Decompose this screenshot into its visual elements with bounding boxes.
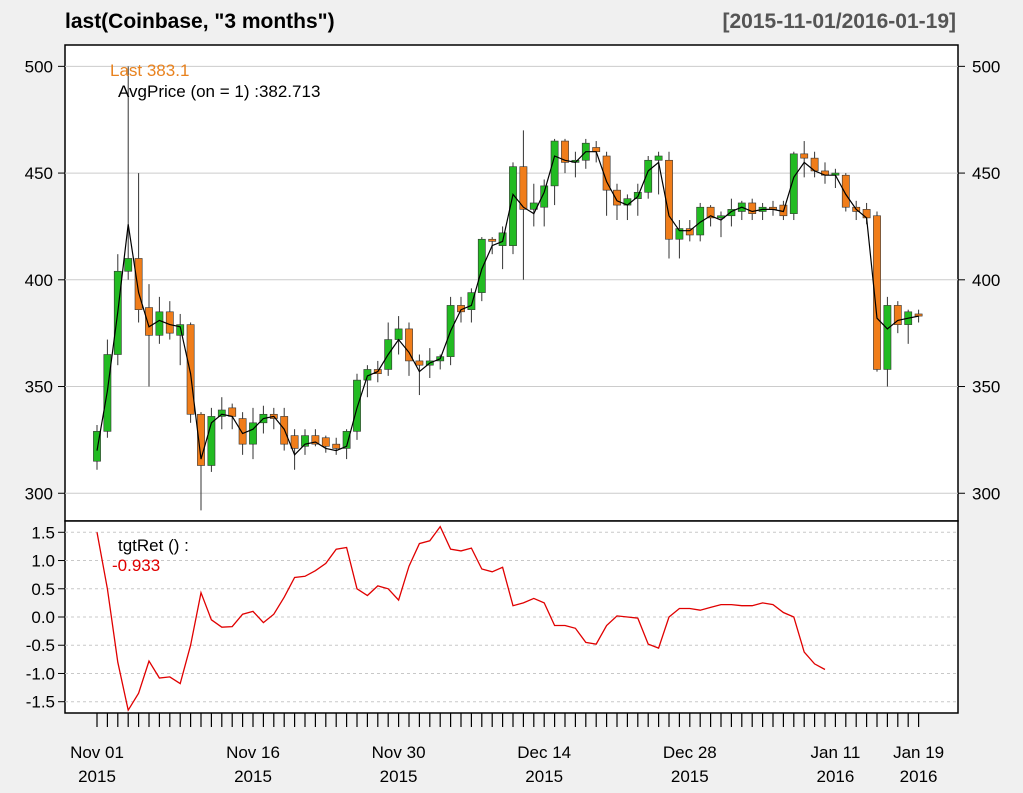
x-tick-label-year: 2015 [234,767,272,786]
candle-down [800,153,809,159]
price-grid [65,65,958,494]
price-tick-label-right: 350 [972,378,1000,397]
candle-down [332,443,341,449]
candle-down [228,407,237,417]
chart-title: last(Coinbase, "3 months") [65,10,335,33]
legend-avgprice: AvgPrice (on = 1) :382.713 [118,82,320,101]
candle-up [394,328,403,340]
candle-up [727,209,736,217]
avg-price-line [96,151,919,460]
candle-down [290,435,299,449]
candle-up [789,153,798,214]
candle-down [415,360,424,366]
candle-down [519,166,528,210]
candle-down [488,238,497,242]
candle-up [540,185,549,208]
candle-up [654,155,663,161]
candle-down [841,174,850,208]
x-tick-label-date: Dec 28 [663,743,717,762]
candle-down [405,328,413,362]
x-tick-label-date: Jan 11 [811,743,861,762]
candle-down [873,215,881,370]
candle-up [249,422,257,445]
candle-down [311,435,320,445]
candle-down [592,147,601,153]
candle-up [207,416,216,466]
candle-down [134,258,143,310]
candle-down [186,324,195,415]
candle-down [748,202,757,214]
x-tick-label-date: Nov 01 [70,743,124,762]
candle-down [321,437,330,447]
indicator-tick-label: 1.0 [31,552,55,571]
price-tick-label-left: 300 [25,484,53,503]
candle-down [706,206,715,219]
candle-down [914,313,923,317]
price-tick-label-right: 400 [972,271,1000,290]
x-tick-label-year: 2015 [78,767,116,786]
candle-up [155,311,164,336]
x-axis-ticks [96,713,920,727]
candle-up [93,431,101,462]
x-tick-label-date: Jan 19 [893,743,944,762]
x-tick-label-year: 2015 [671,767,709,786]
indicator-y-ticks: 1.5 1.0 0.5 0.0 -0.5 -1.0 -1.5 [26,523,65,712]
candle-down [893,305,902,325]
price-tick-label-left: 400 [25,271,53,290]
candle-up [467,292,476,310]
candle-down [197,413,205,466]
candle-up [301,435,309,447]
candle-up [477,238,486,293]
indicator-tick-label: -1.5 [26,693,55,712]
legend-tgtret-value: -0.933 [112,556,160,575]
candle-up [217,409,226,417]
candle-up [675,228,684,240]
indicator-tick-label: 0.0 [31,608,55,627]
candle-down [561,140,569,163]
candle-up [883,305,892,370]
x-tick-label-year: 2016 [816,767,854,786]
date-range: [2015-11-01/2016-01-19] [722,10,956,33]
candle-down [145,307,153,336]
indicator-grid [65,531,958,703]
indicator-tick-label: -1.0 [26,664,55,683]
x-tick-label-date: Dec 14 [517,743,571,762]
candle-down [862,209,871,219]
candle-up [509,166,517,246]
price-tick-label-right: 450 [972,164,1000,183]
candle-up [176,324,185,336]
price-tick-label-left: 350 [25,378,53,397]
x-tick-label-date: Nov 30 [372,743,426,762]
x-tick-label-year: 2016 [900,767,938,786]
candle-down [613,189,621,206]
indicator-tick-label: -0.5 [26,636,55,655]
legend-last: Last 383.1 [110,61,189,80]
candle-up [550,140,559,187]
candle-down [685,228,694,236]
price-tick-label-right: 500 [972,57,1000,76]
candle-up [644,159,653,193]
x-tick-label-date: Nov 16 [226,743,280,762]
candle-up [124,258,133,272]
tgtret-line [96,525,826,712]
legend-tgtret: tgtRet () : [118,536,189,555]
x-axis-labels: Nov 01 2015 Nov 16 2015 Nov 30 2015 Dec 14 2015… [70,743,944,786]
indicator-tick-label: 0.5 [31,580,55,599]
indicator-tick-label: 1.5 [31,523,55,542]
candle-up [353,379,361,432]
price-tick-label-right: 300 [972,484,1000,503]
x-tick-label-year: 2015 [525,767,563,786]
price-y-ticks: 300 300 350 350 400 400 450 450 500 500 [25,57,1001,503]
x-tick-label-year: 2015 [380,767,418,786]
price-tick-label-left: 500 [25,57,53,76]
candle-up [696,206,705,236]
candle-down [238,418,247,445]
candle-down [165,311,174,334]
price-tick-label-left: 450 [25,164,53,183]
candle-up [342,431,351,449]
